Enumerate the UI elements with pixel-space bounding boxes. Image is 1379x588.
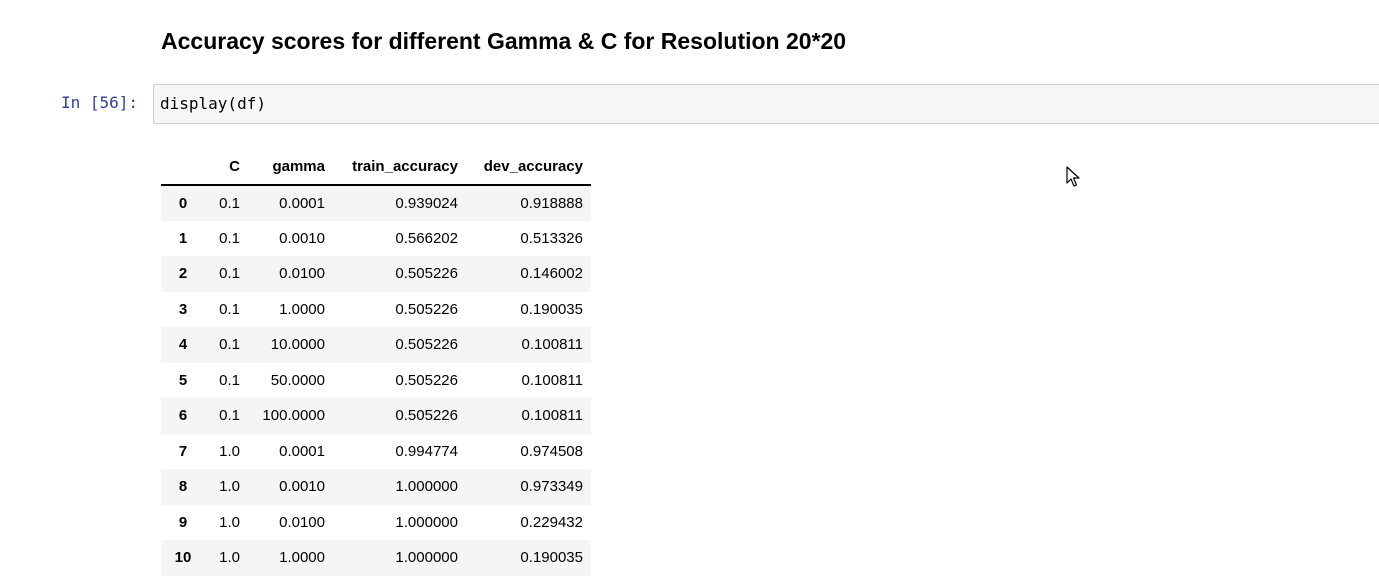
table-row: 8 1.0 0.0010 1.000000 0.973349	[161, 469, 591, 505]
column-header-train-accuracy: train_accuracy	[333, 148, 466, 186]
cell-train-accuracy: 0.505226	[395, 371, 458, 389]
table-row: 9 1.0 0.0100 1.000000 0.229432	[161, 505, 591, 541]
cell-c: 1.0	[219, 478, 240, 496]
cell-train-accuracy: 0.939024	[395, 194, 458, 212]
cell-gamma: 0.0010	[279, 229, 325, 247]
column-header-index	[161, 148, 205, 186]
row-index: 5	[178, 371, 188, 389]
column-header-dev-accuracy: dev_accuracy	[466, 148, 591, 186]
cell-train-accuracy: 1.000000	[333, 576, 466, 588]
cell-gamma: 50.0000	[270, 371, 325, 389]
cell-gamma: 10.0000	[270, 336, 325, 354]
cell-train-accuracy: 0.505226	[395, 407, 458, 425]
cell-gamma: 1.0000	[279, 549, 325, 567]
cell-train-accuracy: 0.505226	[395, 336, 458, 354]
cell-gamma: 0.0001	[279, 442, 325, 460]
cell-dev-accuracy: 0.229432	[520, 513, 583, 531]
cell-c: 0.1	[219, 371, 240, 389]
row-index: 1	[178, 229, 188, 247]
mouse-pointer-icon	[1066, 166, 1080, 187]
cell-c: 0.1	[219, 265, 240, 283]
row-index: 7	[178, 442, 188, 460]
input-prompt: In [56]:	[61, 93, 139, 112]
cell-dev-accuracy: 0.100811	[466, 576, 591, 588]
cell-dev-accuracy: 0.974508	[520, 442, 583, 460]
cell-gamma: 0.0100	[279, 513, 325, 531]
cell-gamma: 0.0100	[279, 265, 325, 283]
cell-dev-accuracy: 0.100811	[521, 407, 583, 425]
cell-gamma: 10.0000	[248, 576, 333, 588]
column-header-gamma: gamma	[248, 148, 333, 186]
cell-c: 0.1	[219, 194, 240, 212]
cell-c: 0.1	[219, 407, 240, 425]
cell-c: 0.1	[219, 300, 240, 318]
code-source[interactable]: display(df)	[160, 94, 266, 113]
header-row: C gamma train_accuracy dev_accuracy	[161, 148, 591, 186]
cell-train-accuracy: 1.000000	[395, 549, 458, 567]
cell-output: C gamma train_accuracy dev_accuracy 0 0.1…	[161, 148, 591, 588]
code-cell-input[interactable]: display(df)	[153, 84, 1379, 124]
cell-gamma: 100.0000	[262, 407, 325, 425]
row-index: 11	[161, 576, 205, 588]
row-index: 6	[178, 407, 188, 425]
cell-c: 1.0	[205, 576, 248, 588]
row-index: 2	[178, 265, 188, 283]
row-index: 0	[178, 194, 188, 212]
cell-dev-accuracy: 0.918888	[520, 194, 583, 212]
table-body: 0 0.1 0.0001 0.939024 0.918888 1 0.1 0.0010 0.56…	[161, 185, 591, 588]
cell-train-accuracy: 1.000000	[395, 513, 458, 531]
cell-dev-accuracy: 0.100811	[521, 336, 583, 354]
cell-train-accuracy: 1.000000	[395, 478, 458, 496]
cell-train-accuracy: 0.994774	[395, 442, 458, 460]
cell-c: 0.1	[219, 336, 240, 354]
cell-dev-accuracy: 0.190035	[520, 549, 583, 567]
row-index: 8	[178, 478, 188, 496]
row-index: 9	[178, 513, 188, 531]
table-row: 4 0.1 10.0000 0.505226 0.100811	[161, 327, 591, 363]
table-row: 2 0.1 0.0100 0.505226 0.146002	[161, 256, 591, 292]
table-row: 7 1.0 0.0001 0.994774 0.974508	[161, 434, 591, 470]
cell-dev-accuracy: 0.973349	[520, 478, 583, 496]
row-index: 4	[178, 336, 188, 354]
markdown-heading: Accuracy scores for different Gamma & C …	[161, 28, 847, 54]
cell-dev-accuracy: 0.100811	[521, 371, 583, 389]
cell-c: 1.0	[219, 513, 240, 531]
table-row: 5 0.1 50.0000 0.505226 0.100811	[161, 363, 591, 399]
dataframe-table: C gamma train_accuracy dev_accuracy 0 0.1…	[161, 148, 591, 588]
cell-dev-accuracy: 0.146002	[520, 265, 583, 283]
row-index: 3	[178, 300, 188, 318]
cell-c: 1.0	[219, 549, 240, 567]
cell-dev-accuracy: 0.190035	[520, 300, 583, 318]
table-row: 10 1.0 1.0000 1.000000 0.190035	[161, 540, 591, 576]
cell-train-accuracy: 0.505226	[395, 265, 458, 283]
row-index: 10	[174, 549, 192, 567]
table-header: C gamma train_accuracy dev_accuracy	[161, 148, 591, 186]
table-row: 6 0.1 100.0000 0.505226 0.100811	[161, 398, 591, 434]
cell-dev-accuracy: 0.513326	[520, 229, 583, 247]
cell-c: 1.0	[219, 442, 240, 460]
cell-train-accuracy: 0.566202	[395, 229, 458, 247]
table-row: 1 0.1 0.0010 0.566202 0.513326	[161, 221, 591, 257]
cell-gamma: 0.0010	[279, 478, 325, 496]
cell-gamma: 0.0001	[279, 194, 325, 212]
table-row: 0 0.1 0.0001 0.939024 0.918888	[161, 185, 591, 221]
cell-train-accuracy: 0.505226	[395, 300, 458, 318]
column-header-c: C	[205, 148, 248, 186]
cell-gamma: 1.0000	[279, 300, 325, 318]
table-row: 3 0.1 1.0000 0.505226 0.190035	[161, 292, 591, 328]
cell-c: 0.1	[219, 229, 240, 247]
